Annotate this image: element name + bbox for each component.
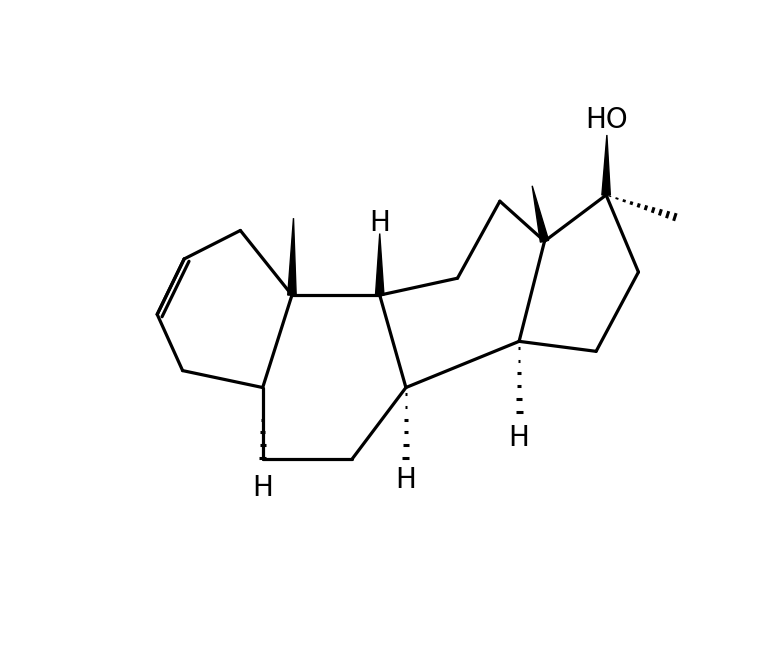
Polygon shape bbox=[375, 233, 384, 295]
Text: H: H bbox=[369, 209, 390, 237]
Polygon shape bbox=[602, 135, 610, 195]
Text: H: H bbox=[395, 466, 417, 494]
Text: HO: HO bbox=[586, 105, 628, 134]
Text: H: H bbox=[509, 424, 530, 452]
Polygon shape bbox=[288, 218, 296, 295]
Polygon shape bbox=[532, 186, 548, 242]
Text: H: H bbox=[252, 474, 273, 502]
